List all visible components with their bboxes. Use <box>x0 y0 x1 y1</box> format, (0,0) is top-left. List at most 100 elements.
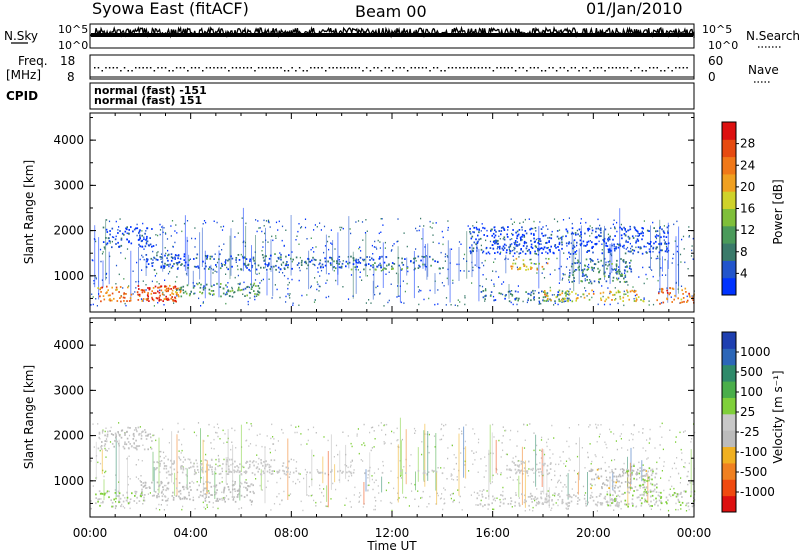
data-cell <box>159 294 161 297</box>
data-cell <box>367 490 369 492</box>
data-streak <box>332 240 334 271</box>
data-cell <box>566 258 568 260</box>
data-streak <box>94 225 96 288</box>
data-cell <box>621 275 623 277</box>
data-streak <box>567 473 569 500</box>
data-cell <box>283 490 285 493</box>
velocity-plot-area <box>90 318 694 517</box>
data-cell <box>649 266 651 269</box>
data-cell <box>182 468 185 471</box>
data-cell <box>662 291 664 294</box>
data-cell <box>227 289 230 292</box>
data-streak <box>678 226 680 287</box>
data-cell <box>500 251 502 254</box>
nave-dot <box>433 67 435 69</box>
data-cell <box>301 294 303 297</box>
data-cell <box>558 229 561 231</box>
data-cell <box>320 269 323 272</box>
data-cell <box>493 299 495 302</box>
data-cell <box>115 286 118 289</box>
data-cell <box>170 297 172 300</box>
data-cell <box>391 509 393 512</box>
data-streak <box>603 230 605 276</box>
data-cell <box>213 258 215 260</box>
ytick-label: 1000 <box>53 474 84 488</box>
data-cell <box>539 240 542 242</box>
data-cell <box>131 492 133 495</box>
data-cell <box>164 247 166 249</box>
data-cell <box>513 252 516 255</box>
data-cell <box>209 466 211 468</box>
data-cell <box>656 486 658 489</box>
data-cell <box>660 501 662 504</box>
data-cell <box>628 298 630 301</box>
data-cell <box>207 464 209 467</box>
data-cell <box>551 499 553 501</box>
data-cell <box>324 245 327 247</box>
data-cell <box>686 295 688 298</box>
data-cell <box>523 241 526 244</box>
data-cell <box>606 491 608 493</box>
data-cell <box>401 438 403 441</box>
data-cell <box>324 260 327 263</box>
data-cell <box>383 261 386 264</box>
data-cell <box>283 275 286 277</box>
data-cell <box>653 227 655 229</box>
data-cell <box>255 478 257 480</box>
data-cell <box>375 286 377 289</box>
data-cell <box>282 261 285 264</box>
data-cell <box>447 457 449 460</box>
data-cell <box>604 495 607 498</box>
data-cell <box>617 494 619 497</box>
data-streak <box>619 208 621 271</box>
data-cell <box>320 501 322 503</box>
data-cell <box>195 472 197 475</box>
data-cell <box>256 230 258 233</box>
data-cell <box>617 475 620 478</box>
data-cell <box>677 500 680 503</box>
data-cell <box>514 290 517 293</box>
data-cell <box>607 261 609 263</box>
data-cell <box>111 246 113 249</box>
data-cell <box>587 240 590 243</box>
data-cell <box>277 266 280 269</box>
data-cell <box>674 294 676 297</box>
data-cell <box>115 243 117 245</box>
nave-dot <box>656 67 658 69</box>
data-cell <box>496 473 499 475</box>
data-cell <box>107 430 109 433</box>
data-cell <box>597 218 599 221</box>
nave-dot <box>284 70 286 72</box>
data-cell <box>298 279 300 282</box>
data-cell <box>222 463 224 465</box>
data-cell <box>141 492 143 494</box>
data-cell <box>480 244 482 247</box>
data-cell <box>604 461 606 464</box>
data-cell <box>496 240 498 242</box>
data-cell <box>195 257 198 259</box>
data-cell <box>545 257 547 260</box>
data-cell <box>614 484 617 487</box>
data-cell <box>226 473 229 475</box>
data-cell <box>258 272 260 275</box>
data-cell <box>420 259 422 262</box>
data-cell <box>555 502 557 504</box>
data-cell <box>601 264 604 267</box>
data-cell <box>595 473 597 476</box>
data-cell <box>476 221 478 223</box>
data-cell <box>687 268 689 270</box>
data-cell <box>179 257 182 260</box>
data-cell <box>123 233 125 236</box>
data-cell <box>359 256 362 259</box>
data-cell <box>374 293 376 296</box>
data-cell <box>210 285 213 288</box>
data-cell <box>508 300 511 303</box>
data-cell <box>376 265 378 268</box>
data-cell <box>186 220 189 222</box>
data-cell <box>160 258 162 260</box>
data-cell <box>502 249 505 251</box>
data-cell <box>638 234 640 237</box>
data-cell <box>170 235 172 237</box>
data-cell <box>464 295 466 297</box>
data-cell <box>461 433 463 435</box>
